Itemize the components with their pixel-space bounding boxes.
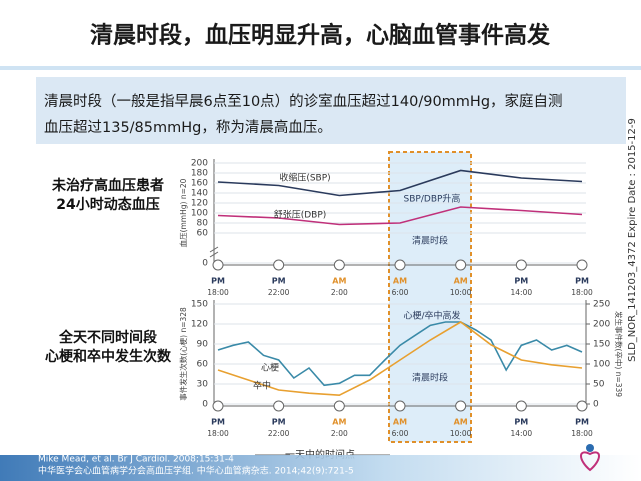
- x-tick-period: PM: [575, 418, 589, 427]
- y-tick-label: 100: [191, 209, 208, 219]
- y-axis-title: 血压(mmHg) n=20: [178, 178, 188, 247]
- y2-tick-label: 50: [593, 380, 605, 390]
- x-tick: [273, 400, 285, 412]
- y-tick-label: 200: [191, 159, 208, 169]
- x-tick-label: 22:00: [268, 288, 290, 297]
- x-tick-label: 22:00: [268, 429, 290, 438]
- side-label: 24小时动态血压: [56, 196, 159, 213]
- x-tick-label: 14:00: [511, 429, 533, 438]
- x-tick: [394, 259, 406, 271]
- divider: [0, 66, 641, 70]
- slide-title: 清晨时段，血压明显升高，心脑血管事件高发: [90, 22, 550, 49]
- y-tick-label: 160: [191, 179, 208, 189]
- series-label: 收缩压(SBP): [279, 172, 330, 184]
- x-tick-period: AM: [393, 277, 407, 286]
- series-label: 舒张压(DBP): [274, 209, 327, 221]
- x-tick-period: AM: [454, 418, 468, 427]
- note-line: 清晨时段（一般是指早晨6点至10点）的诊室血压超过140/90mmHg，家庭自测: [44, 93, 563, 110]
- x-tick-label: 18:00: [207, 429, 229, 438]
- y-tick-label: 60: [197, 229, 209, 239]
- x-tick-label: 2:00: [331, 429, 348, 438]
- x-tick-label: 18:00: [207, 288, 229, 297]
- x-tick-period: AM: [332, 277, 346, 286]
- y-tick-label: 120: [191, 320, 208, 330]
- side-label: 心梗和卒中发生次数: [45, 348, 172, 365]
- series-label: 卒中: [253, 380, 271, 392]
- x-tick-period: PM: [575, 277, 589, 286]
- slide-code: SLD_NOR_141203_4372 Expire Date : 2015-1…: [627, 118, 638, 362]
- x-tick-label: 14:00: [511, 288, 533, 297]
- x-tick: [273, 259, 285, 271]
- y2-tick-label: 100: [593, 360, 610, 370]
- footer-band: [0, 455, 641, 481]
- x-tick-period: AM: [332, 418, 346, 427]
- annotation: SBP/DBP升高: [404, 193, 461, 205]
- x-tick-period: PM: [272, 277, 286, 286]
- annotation: 清晨时段: [412, 235, 448, 247]
- logo: [580, 451, 600, 472]
- y-tick-label: 150: [191, 300, 208, 310]
- y-tick-label: 60: [197, 360, 209, 370]
- series-label: 心梗: [261, 362, 279, 374]
- y-axis-title: 事件发生次数(心梗) n=328: [178, 307, 188, 401]
- note-line: 血压超过135/85mmHg，称为清晨高血压。: [44, 119, 332, 136]
- x-tick-period: PM: [514, 418, 528, 427]
- y2-axis-title: 发生事件数(卒中) n=339: [614, 311, 624, 397]
- note-box: [36, 77, 626, 144]
- morning-band: [388, 151, 472, 443]
- x-tick: [333, 400, 345, 412]
- x-tick: [333, 259, 345, 271]
- y-tick-label: 80: [197, 219, 209, 229]
- x-tick: [576, 259, 588, 271]
- x-tick-period: PM: [272, 418, 286, 427]
- x-tick-label: 10:00: [450, 288, 472, 297]
- x-tick: [212, 400, 224, 412]
- x-tick: [455, 259, 467, 271]
- x-tick: [576, 400, 588, 412]
- x-tick-label: 6:00: [392, 288, 409, 297]
- reference: 中华医学会心血管病学分会高血压学组. 中华心血管病杂志. 2014;42(9):…: [38, 465, 354, 477]
- x-tick: [212, 259, 224, 271]
- x-tick: [394, 400, 406, 412]
- y-tick-label: 0: [202, 400, 208, 410]
- y2-tick-label: 250: [593, 300, 610, 310]
- x-tick-period: AM: [454, 277, 468, 286]
- x-tick: [455, 400, 467, 412]
- x-tick-period: PM: [514, 277, 528, 286]
- y2-tick-label: 200: [593, 320, 610, 330]
- annotation: 心梗/卒中高发: [403, 310, 460, 322]
- y2-tick-label: 150: [593, 340, 610, 350]
- y-tick-label: 120: [191, 199, 208, 209]
- logo: [586, 444, 594, 452]
- x-tick-period: PM: [211, 418, 225, 427]
- annotation: 清晨时段: [412, 372, 448, 384]
- x-tick-label: 18:00: [571, 288, 593, 297]
- series-line: [217, 206, 583, 226]
- side-label: 全天不同时间段: [58, 329, 157, 346]
- series-line: [217, 321, 583, 387]
- reference: Mike Mead, et al. Br J Cardiol. 2008;15:…: [38, 455, 234, 465]
- y-tick-label: 140: [191, 189, 208, 199]
- x-tick-period: PM: [211, 277, 225, 286]
- y-tick-label: 0: [202, 259, 208, 269]
- x-tick-label: 10:00: [450, 429, 472, 438]
- x-tick-label: 18:00: [571, 429, 593, 438]
- x-tick: [515, 259, 527, 271]
- y2-tick-label: 0: [593, 400, 599, 410]
- x-tick: [515, 400, 527, 412]
- series-line: [217, 169, 583, 197]
- y-tick-label: 90: [197, 340, 209, 350]
- x-tick-period: AM: [393, 418, 407, 427]
- side-label: 未治疗高血压患者: [52, 177, 164, 194]
- x-tick-label: 6:00: [392, 429, 409, 438]
- y-tick-label: 180: [191, 169, 208, 179]
- y-tick-label: 30: [197, 380, 209, 390]
- x-tick-label: 2:00: [331, 288, 348, 297]
- series-line: [217, 321, 583, 397]
